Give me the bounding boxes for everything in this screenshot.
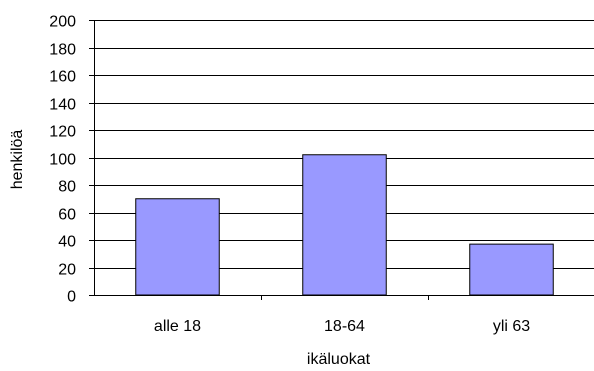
y-tick-label: 180 xyxy=(49,42,76,59)
y-tick-label: 100 xyxy=(49,152,76,169)
y-tick-label: 160 xyxy=(49,69,76,86)
y-tick-label: 0 xyxy=(67,289,76,306)
y-tick-label: 80 xyxy=(58,179,76,196)
bar xyxy=(302,154,387,296)
x-tick-label: 18-64 xyxy=(324,318,365,335)
y-tick-labels: 0 20 40 60 80 100 120 140 160 180 200 xyxy=(49,14,76,306)
x-tick-label: alle 18 xyxy=(154,318,201,335)
y-tick-label: 200 xyxy=(49,14,76,31)
x-axis-title: ikäluokat xyxy=(307,351,371,368)
y-axis-title: henkilöä xyxy=(9,130,26,190)
y-tick-label: 60 xyxy=(58,207,76,224)
y-tick-label: 140 xyxy=(49,97,76,114)
bar xyxy=(135,198,220,296)
bar xyxy=(469,243,554,296)
bars xyxy=(135,154,554,296)
y-tick-label: 40 xyxy=(58,234,76,251)
axes xyxy=(89,20,594,300)
x-tick-labels: alle 18 18-64 yli 63 xyxy=(154,318,530,335)
y-tick-label: 20 xyxy=(58,262,76,279)
y-tick-label: 120 xyxy=(49,124,76,141)
x-tick-label: yli 63 xyxy=(493,318,530,335)
